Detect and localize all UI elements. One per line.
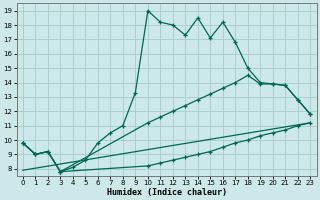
X-axis label: Humidex (Indice chaleur): Humidex (Indice chaleur) bbox=[107, 188, 227, 197]
